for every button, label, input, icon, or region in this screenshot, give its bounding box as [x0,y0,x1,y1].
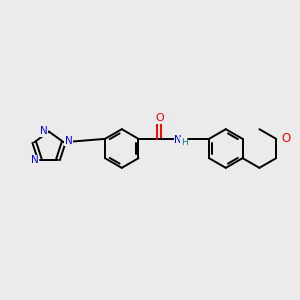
Text: N: N [40,126,48,136]
Text: O: O [155,113,164,123]
Text: N: N [174,135,182,145]
Text: N: N [31,155,39,165]
Text: N: N [65,136,73,146]
Text: H: H [181,138,188,147]
Text: O: O [281,132,291,146]
